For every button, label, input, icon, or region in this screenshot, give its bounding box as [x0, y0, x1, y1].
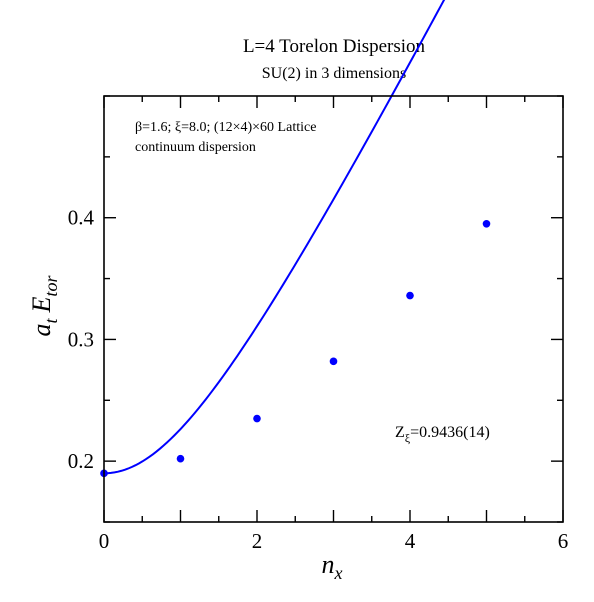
chart-subtitle: SU(2) in 3 dimensions — [262, 65, 406, 82]
y-axis-label-prefix: a — [27, 323, 56, 336]
data-point — [253, 414, 261, 423]
y-axis-label-main: E — [27, 296, 56, 313]
z-annotation-value: =0.9436(14) — [410, 424, 490, 441]
plot-frame — [103, 95, 564, 523]
y-axis-label: atEtor — [27, 275, 61, 337]
x-tick-label: 6 — [558, 529, 569, 553]
fit-curve — [103, 0, 446, 475]
data-point — [406, 291, 414, 300]
data-layer — [100, 0, 491, 478]
legend: β=1.6; ξ=8.0; (12×4)×60 Lattice continuu… — [135, 120, 316, 155]
axis-ticks: 0 2 4 6 0.2 0.3 0.4 — [68, 95, 569, 553]
data-point — [329, 357, 338, 366]
x-axis-label-base: n — [322, 550, 335, 579]
legend-line-2: continuum dispersion — [135, 140, 256, 155]
y-axis-label-main-sub: tor — [41, 275, 61, 297]
y-tick-label: 0.2 — [68, 449, 94, 473]
chart-title: L=4 Torelon Dispersion — [243, 36, 426, 57]
x-tick-label: 0 — [99, 529, 110, 553]
y-tick-label: 0.3 — [68, 327, 94, 351]
y-axis-label-prefix-sub: t — [41, 317, 61, 323]
data-point — [482, 220, 491, 228]
z-annotation-sub: ξ — [405, 431, 411, 445]
x-axis-label-sub: x — [334, 563, 343, 583]
y-tick-label: 0.4 — [68, 206, 95, 230]
legend-line-1: β=1.6; ξ=8.0; (12×4)×60 Lattice — [135, 120, 316, 135]
x-tick-label: 4 — [405, 529, 416, 553]
x-tick-label: 2 — [252, 529, 263, 553]
data-point — [176, 454, 185, 463]
x-axis-label: nx — [322, 550, 343, 583]
z-annotation: Zξ=0.9436(14) — [395, 424, 490, 445]
z-annotation-base: Z — [395, 424, 405, 441]
